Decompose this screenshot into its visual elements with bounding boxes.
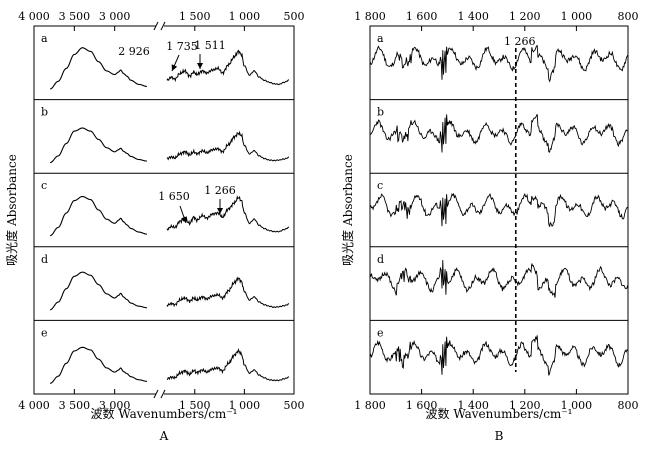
panel-b-y-axis-title: 吸光度 Absorbance xyxy=(340,154,355,266)
panel-a-bottom-tick-label: 1 000 xyxy=(229,399,261,412)
panel-a-sample-label-b: b xyxy=(41,106,48,119)
panel-a-annotation-arrowhead xyxy=(171,64,178,71)
panel-a-break-mark xyxy=(160,21,166,31)
panel-a-sample-label-a: a xyxy=(41,32,48,45)
panel-a-annotation-label: 1 650 xyxy=(158,190,190,203)
panel-b-frame xyxy=(369,25,629,395)
panel-a-break-gap xyxy=(156,390,164,398)
panel-b-spectrum-c xyxy=(369,192,628,227)
panel-a-bottom-tick-label: 3 500 xyxy=(59,399,91,412)
panel-a-annotation-arrowhead xyxy=(197,63,203,69)
panel-b-sample-label-a: a xyxy=(377,32,384,45)
panel-b-bottom-tick-label: 800 xyxy=(618,399,639,412)
panel-a-spectrum-a-high xyxy=(49,47,147,90)
panel-b-top-tick-label: 800 xyxy=(618,10,639,23)
panel-a-break-gap xyxy=(156,22,164,30)
panel-a-spectrum-b-low xyxy=(166,130,290,162)
panel-a-series xyxy=(49,47,290,384)
panel-a-annotation-label: 1 511 xyxy=(194,39,226,52)
panel-a-bottom-tick-label: 500 xyxy=(284,399,305,412)
panel-a-break-mark xyxy=(153,389,159,399)
panel-a-sample-labels: a b c d e xyxy=(41,32,48,339)
panel-b-bottom-tick-label: 1 800 xyxy=(354,399,386,412)
panel-b-bottom-tick-label: 1 600 xyxy=(406,399,438,412)
panel-a-annotation-label: 1 266 xyxy=(204,184,236,197)
panel-a-dividers xyxy=(34,99,294,321)
panel-a-top-tick-label: 1 000 xyxy=(229,10,261,23)
panel-b-top-tick-labels: 1 800 1 600 1 400 1 200 1 000 800 xyxy=(354,10,638,23)
panel-b-top-tick-label: 1 200 xyxy=(509,10,541,23)
panel-b-bottom-tick-label: 1 200 xyxy=(509,399,541,412)
panel-b-spectrum-d xyxy=(369,260,629,298)
panel-b-x-axis-title: 波数 Wavenumbers/cm⁻¹ xyxy=(426,406,573,421)
panel-a-sample-label-e: e xyxy=(41,326,48,339)
panel-b-ticks xyxy=(369,26,629,394)
panel-b: 1 800 1 600 1 400 1 200 1 000 800 1 800 1 600 1… xyxy=(340,10,639,443)
panel-a-spectrum-c-high xyxy=(49,195,147,237)
panel-a-spectrum-e-low xyxy=(166,348,290,382)
panel-b-top-tick-label: 1 800 xyxy=(354,10,386,23)
panel-a-caption: A xyxy=(159,429,169,443)
panel-a-annotation-arrowhead xyxy=(217,208,223,214)
panel-a-top-tick-label: 3 000 xyxy=(99,10,131,23)
panel-a-x-axis-title: 波数 Wavenumbers/cm⁻¹ xyxy=(91,406,238,421)
panel-a-spectrum-a-low xyxy=(166,49,290,86)
panel-a-frame xyxy=(33,25,295,395)
panel-a-spectrum-d-high xyxy=(49,271,147,311)
panel-a-bottom-tick-label: 4 000 xyxy=(18,399,50,412)
panel-a-sample-label-c: c xyxy=(41,179,47,192)
panel-a-spectrum-c-low xyxy=(166,194,290,233)
panel-a-top-tick-label: 500 xyxy=(284,10,305,23)
panel-b-top-tick-label: 1 600 xyxy=(406,10,438,23)
panel-a-axis-break xyxy=(153,21,166,399)
panel-a-top-tick-label: 3 500 xyxy=(59,10,91,23)
panel-b-dividers xyxy=(370,99,628,321)
panel-a-top-tick-label: 4 000 xyxy=(18,10,50,23)
panel-b-bottom-tick-label: 1 400 xyxy=(457,399,489,412)
panel-a-ticks xyxy=(33,26,295,394)
panel-b-top-tick-label: 1 400 xyxy=(457,10,489,23)
panel-a-bottom-tick-label: 3 000 xyxy=(99,399,131,412)
panel-b-sample-label-e: e xyxy=(377,326,384,339)
panel-a-break-mark xyxy=(160,389,166,399)
panel-b-bottom-tick-label: 1 000 xyxy=(561,399,593,412)
panel-a-top-tick-labels: 4 000 3 500 3 000 1 500 1 000 500 xyxy=(18,10,304,23)
panel-a-bottom-tick-label: 1 500 xyxy=(179,399,211,412)
panel-a-annotation-label: 2 926 xyxy=(118,45,150,58)
panel-a-bottom-tick-labels: 4 000 3 500 3 000 1 500 1 000 500 xyxy=(18,399,304,412)
panel-a-break-mark xyxy=(153,21,159,31)
panel-b-sample-labels: a b c d e xyxy=(377,32,384,339)
panel-b-spectrum-b xyxy=(369,114,628,153)
panel-b-reference-label: 1 266 xyxy=(504,35,536,48)
panel-a-spectrum-d-low xyxy=(166,276,290,309)
panel-a-top-tick-label: 1 500 xyxy=(179,10,211,23)
panel-a: 4 000 3 500 3 000 1 500 1 000 500 4 000 3 500 3… xyxy=(4,10,305,443)
panel-a-annotation-arrowhead xyxy=(181,216,187,223)
panel-a-annotation-label: 1 735 xyxy=(166,40,198,53)
panel-a-spectrum-b-high xyxy=(50,127,147,164)
panel-a-sample-label-d: d xyxy=(41,253,48,266)
panel-a-spectrum-e-high xyxy=(49,346,147,384)
panel-b-spectrum-e xyxy=(369,335,628,376)
panel-b-top-tick-label: 1 000 xyxy=(561,10,593,23)
panel-b-bottom-tick-labels: 1 800 1 600 1 400 1 200 1 000 800 xyxy=(354,399,638,412)
panel-b-caption: B xyxy=(495,429,504,443)
panel-b-spectrum-a xyxy=(369,44,629,83)
panel-b-sample-label-c: c xyxy=(377,179,383,192)
panel-b-sample-label-d: d xyxy=(377,253,384,266)
panel-a-y-axis-title: 吸光度 Absorbance xyxy=(4,154,19,266)
panel-b-series xyxy=(369,44,629,376)
panel-b-sample-label-b: b xyxy=(377,106,384,119)
